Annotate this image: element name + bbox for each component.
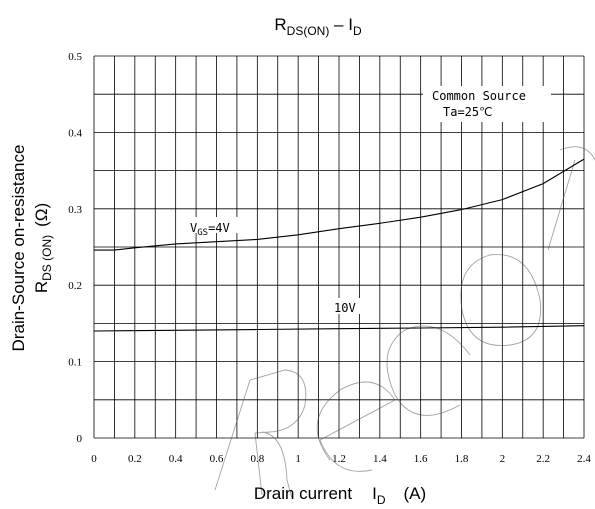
y-tick-label: 0 [77,433,83,445]
series-line-1 [93,325,585,332]
y-tick-label: 0.5 [68,51,82,63]
series-line-0 [94,158,585,251]
conditions-box [423,86,551,122]
x-tick-label: 2 [500,453,506,465]
x-tick-labels: 0 0.2 0.4 0.6 0.8 1 1.2 1.4 1.6 1.8 2 2.2 2.4 [91,453,591,465]
y-tick-labels: 0 0.1 0.2 0.3 0.4 0.5 [68,51,82,445]
x-tick-label: 0.2 [128,453,142,465]
x-tick-label: 0.4 [169,453,183,465]
x-tick-label: 0 [91,453,97,465]
series-lines [93,158,585,332]
x-tick-label: 1 [295,453,301,465]
x-tick-label: 1.8 [455,453,469,465]
y-axis-symbol: RDS (ON)(Ω) [32,203,54,293]
vgs-4v-label-mask [186,217,248,233]
series-label-10v: 10V [334,301,356,315]
svg-text:RDS (ON)(Ω): RDS (ON)(Ω) [32,203,54,293]
y-tick-label: 0.4 [68,127,82,139]
series-label-vgs-4v: VGS=4V [190,221,230,238]
x-tick-label: 1.2 [332,453,346,465]
conditions-line-2: Ta=25℃ [443,105,493,119]
svg-text:Drain-Source on-resistance: Drain-Source on-resistance [9,145,28,352]
grid [93,55,585,439]
x-tick-label: 2.4 [577,453,591,465]
x-tick-label: 1.6 [414,453,428,465]
y-tick-label: 0.2 [68,280,82,292]
10v-label-mask [330,298,364,314]
conditions-line-1: Common Source [432,89,526,103]
x-tick-label: 2.2 [536,453,550,465]
x-axis-title: Drain current ID (A) [254,484,426,507]
watermark [214,146,595,499]
y-axis-title: Drain-Source on-resistance [9,145,28,352]
y-tick-label: 0.3 [68,204,82,216]
x-tick-label: 1.4 [373,453,387,465]
chart-title: RDS(ON) – ID [274,15,362,38]
y-tick-label: 0.1 [68,357,82,369]
x-tick-label: 0.6 [210,453,224,465]
